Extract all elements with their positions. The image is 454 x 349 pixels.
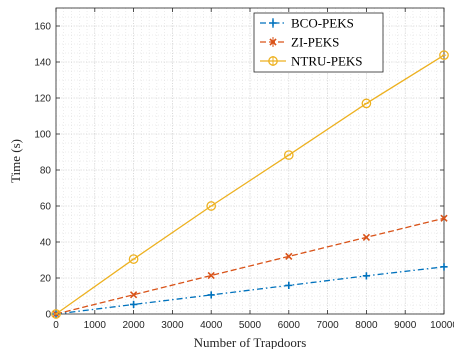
data-point-bco-peks [362,272,370,280]
y-tick-label: 40 [40,238,52,249]
data-point-bco-peks [130,300,138,309]
legend-marker-ntru-peks [268,56,278,66]
series-line-zi-peks [55,217,445,315]
data-point-zi-peks [129,291,138,299]
x-tick-label: 7000 [316,320,339,331]
y-axis-title: Time (s) [8,139,23,183]
data-point-zi-peks [362,233,371,241]
data-point-ntru-peks [51,309,61,319]
x-axis-title: Number of Trapdoors [194,335,307,349]
legend-label-zi-peks: ZI-PEKS [291,35,339,50]
legend-item-ntru-peks: NTRU-PEKS [260,54,363,69]
legend: BCO-PEKS ZI-PEKS NTRU-PEKS [253,12,384,73]
legend-item-bco-peks: BCO-PEKS [260,16,354,31]
data-point-ntru-peks [206,201,217,211]
data-point-bco-peks [285,281,293,289]
y-tick-label: 120 [34,94,51,105]
x-tick-label: 9000 [394,320,417,331]
series-ntru-peks [51,50,449,319]
legend-marker-zi-peks [269,38,277,46]
x-tick-label: 8000 [355,320,378,331]
series-layer [51,50,449,319]
series-line-ntru-peks [55,54,445,315]
data-point-ntru-peks [439,50,449,61]
data-point-zi-peks [207,271,215,280]
x-tick-label: 6000 [278,320,301,331]
x-tick-label: 2000 [122,320,145,331]
legend-label-bco-peks: BCO-PEKS [291,16,354,31]
data-point-ntru-peks [361,98,372,109]
y-tick-label: 20 [40,274,52,285]
series-zi-peks [52,214,448,318]
axis-ticks: 0 1000 2000 3000 4000 5000 6000 7000 8000 9000 100… [34,8,454,331]
x-tick-label: 3000 [161,320,184,331]
grid [55,7,445,315]
x-tick-label: 1000 [84,320,107,331]
data-point-zi-peks [285,252,293,261]
data-point-zi-peks [440,214,448,222]
data-point-ntru-peks [128,254,139,264]
legend-marker-bco-peks [269,19,277,27]
data-point-bco-peks [207,291,215,299]
y-tick-label: 0 [45,310,51,321]
x-tick-label: 0 [53,320,59,331]
series-line-bco-peks [55,266,445,315]
y-tick-label: 60 [40,202,52,213]
legend-item-zi-peks: ZI-PEKS [260,35,339,50]
y-tick-label: 100 [34,130,51,141]
data-point-ntru-peks [283,150,294,160]
data-point-bco-peks [440,263,448,271]
y-tick-label: 160 [34,22,51,33]
y-tick-label: 80 [40,166,52,177]
legend-label-ntru-peks: NTRU-PEKS [291,54,363,69]
y-tick-label: 140 [34,58,51,69]
x-tick-label: 4000 [200,320,223,331]
x-tick-label: 5000 [239,320,262,331]
